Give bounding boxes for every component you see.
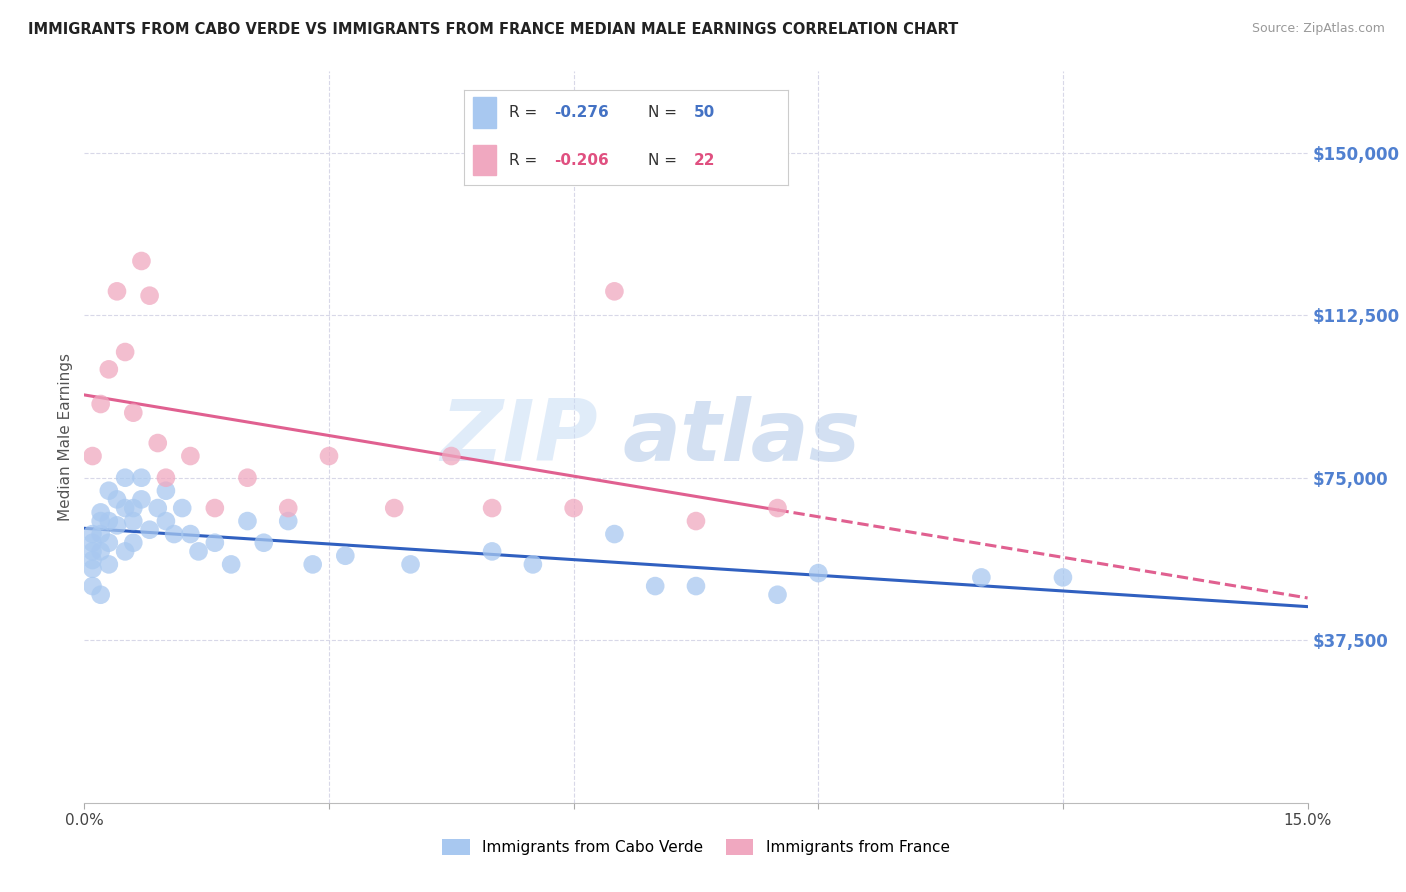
- Point: [1052, 570, 1074, 584]
- Point: [807, 566, 830, 580]
- Point: [90, 397, 112, 411]
- Point: [522, 558, 544, 572]
- Point: [603, 527, 626, 541]
- Point: [440, 449, 463, 463]
- Point: [155, 483, 177, 498]
- Point: [105, 492, 128, 507]
- Point: [122, 501, 145, 516]
- Point: [172, 501, 194, 516]
- Point: [399, 558, 422, 572]
- Point: [114, 501, 136, 516]
- Text: IMMIGRANTS FROM CABO VERDE VS IMMIGRANTS FROM FRANCE MEDIAN MALE EARNINGS CORREL: IMMIGRANTS FROM CABO VERDE VS IMMIGRANTS…: [28, 22, 959, 37]
- Point: [82, 544, 104, 558]
- Point: [970, 570, 993, 584]
- Point: [685, 579, 707, 593]
- Point: [644, 579, 666, 593]
- Text: Source: ZipAtlas.com: Source: ZipAtlas.com: [1251, 22, 1385, 36]
- Point: [219, 558, 242, 572]
- Point: [318, 449, 340, 463]
- Text: atlas: atlas: [623, 395, 860, 479]
- Point: [90, 514, 112, 528]
- Text: ZIP: ZIP: [440, 395, 598, 479]
- Point: [97, 535, 120, 549]
- Point: [105, 285, 128, 299]
- Point: [97, 514, 120, 528]
- Point: [187, 544, 209, 558]
- Point: [97, 362, 120, 376]
- Point: [90, 544, 112, 558]
- Point: [253, 535, 276, 549]
- Point: [155, 471, 177, 485]
- Point: [179, 449, 201, 463]
- Point: [277, 514, 299, 528]
- Point: [481, 501, 503, 516]
- Point: [90, 588, 112, 602]
- Point: [90, 505, 112, 519]
- Point: [131, 254, 153, 268]
- Point: [82, 527, 104, 541]
- Legend: Immigrants from Cabo Verde, Immigrants from France: Immigrants from Cabo Verde, Immigrants f…: [436, 833, 956, 861]
- Point: [301, 558, 323, 572]
- Point: [163, 527, 186, 541]
- Point: [114, 471, 136, 485]
- Point: [82, 562, 104, 576]
- Point: [146, 436, 169, 450]
- Point: [82, 449, 104, 463]
- Point: [277, 501, 299, 516]
- Point: [236, 471, 259, 485]
- Point: [131, 471, 153, 485]
- Point: [146, 501, 169, 516]
- Point: [90, 527, 112, 541]
- Point: [481, 544, 503, 558]
- Point: [82, 553, 104, 567]
- Point: [204, 535, 226, 549]
- Point: [155, 514, 177, 528]
- Point: [114, 544, 136, 558]
- Point: [766, 501, 789, 516]
- Point: [105, 518, 128, 533]
- Point: [335, 549, 357, 563]
- Point: [204, 501, 226, 516]
- Point: [82, 535, 104, 549]
- Point: [603, 285, 626, 299]
- Y-axis label: Median Male Earnings: Median Male Earnings: [58, 353, 73, 521]
- Point: [236, 514, 259, 528]
- Point: [562, 501, 585, 516]
- Point: [766, 588, 789, 602]
- Point: [122, 514, 145, 528]
- Point: [138, 523, 160, 537]
- Point: [97, 558, 120, 572]
- Point: [685, 514, 707, 528]
- Point: [114, 345, 136, 359]
- Point: [382, 501, 405, 516]
- Point: [138, 288, 160, 302]
- Point: [122, 535, 145, 549]
- Point: [179, 527, 201, 541]
- Point: [122, 406, 145, 420]
- Point: [82, 579, 104, 593]
- Point: [131, 492, 153, 507]
- Point: [97, 483, 120, 498]
